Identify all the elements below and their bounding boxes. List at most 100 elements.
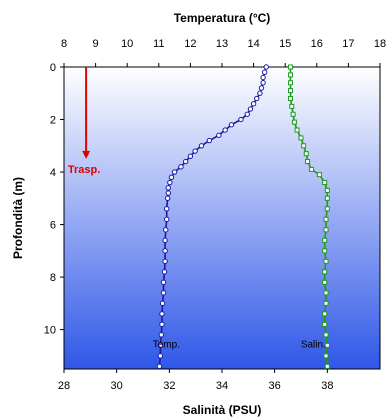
top-tick-label: 9 xyxy=(93,38,99,50)
data-point xyxy=(322,248,328,254)
data-point xyxy=(298,135,304,141)
data-point xyxy=(290,111,296,117)
bottom-tick-label: 36 xyxy=(269,380,281,392)
data-point xyxy=(324,195,330,201)
bottom-tick-label: 38 xyxy=(321,380,333,392)
y-tick-label: 4 xyxy=(50,167,56,179)
tick-layer: 8 9 10 11 12 13 14 15 16 17 18 28 30 32 34 36 38 0 2 4 6 8 10 xyxy=(44,38,386,392)
top-tick-label: 13 xyxy=(216,38,228,50)
y-tick-label: 10 xyxy=(44,325,56,337)
y-tick-label: 0 xyxy=(50,62,56,74)
data-point xyxy=(216,132,222,138)
data-point xyxy=(258,85,265,91)
data-point xyxy=(324,342,330,348)
data-point xyxy=(238,116,244,123)
data-point xyxy=(222,127,228,133)
top-tick-label: 12 xyxy=(184,38,196,50)
data-point xyxy=(167,179,173,186)
data-point xyxy=(287,88,293,94)
bottom-tick-label: 28 xyxy=(58,380,70,392)
y-tick-label: 2 xyxy=(50,115,56,127)
plot-area xyxy=(64,67,380,369)
data-point xyxy=(322,279,328,285)
arrow-head xyxy=(82,150,91,159)
y-axis-title: Profondità (m) xyxy=(11,177,25,259)
data-point xyxy=(322,180,328,186)
data-point xyxy=(182,158,189,165)
data-point xyxy=(289,103,295,109)
data-point xyxy=(247,106,254,112)
data-point xyxy=(324,206,330,212)
bottom-tick-label: 30 xyxy=(111,380,123,392)
data-point xyxy=(322,311,328,317)
series-annotation: Salin. xyxy=(301,339,326,350)
top-tick-label: 16 xyxy=(311,38,323,50)
data-point xyxy=(291,119,297,125)
data-point xyxy=(305,159,311,165)
bottom-axis-title: Salinità (PSU) xyxy=(183,403,262,417)
data-point xyxy=(159,311,165,317)
data-point xyxy=(303,151,309,157)
series-annotation: Temp. xyxy=(153,339,180,350)
series-layer xyxy=(156,64,330,370)
y-tick-label: 8 xyxy=(50,272,56,284)
bottom-tick-label: 34 xyxy=(216,380,228,392)
data-point xyxy=(322,269,328,275)
data-point xyxy=(323,290,329,296)
data-point xyxy=(250,101,257,107)
data-point xyxy=(171,169,178,175)
data-point xyxy=(287,72,293,78)
data-point xyxy=(323,332,329,338)
data-point xyxy=(157,353,164,359)
series-line xyxy=(289,67,329,367)
bottom-tick-label: 32 xyxy=(163,380,175,392)
data-point xyxy=(323,353,329,359)
data-point xyxy=(160,279,167,286)
data-point xyxy=(260,80,266,86)
data-point xyxy=(178,164,184,170)
data-point xyxy=(157,342,164,349)
top-tick-label: 14 xyxy=(247,38,259,50)
data-point xyxy=(198,143,205,149)
data-point xyxy=(162,237,168,244)
top-axis-title: Temperatura (°C) xyxy=(174,11,271,25)
data-point xyxy=(287,96,293,102)
data-point xyxy=(261,69,268,75)
top-tick-label: 15 xyxy=(279,38,291,50)
data-point xyxy=(159,321,165,328)
data-point xyxy=(162,258,168,265)
data-point xyxy=(206,137,213,144)
data-point xyxy=(323,216,329,222)
data-point xyxy=(164,216,170,223)
data-point xyxy=(322,321,328,327)
data-point xyxy=(323,300,329,306)
data-point xyxy=(158,332,165,338)
data-point xyxy=(164,206,170,212)
y-tick-label: 6 xyxy=(50,220,56,232)
data-point xyxy=(228,122,235,128)
data-point xyxy=(164,195,171,202)
data-point xyxy=(324,363,330,369)
data-point xyxy=(294,127,300,133)
series-temp xyxy=(156,64,269,370)
top-tick-label: 8 xyxy=(61,38,67,50)
data-point xyxy=(263,64,269,70)
arrow-label: Trasp. xyxy=(68,164,100,176)
data-point xyxy=(165,190,171,196)
data-point xyxy=(322,237,328,243)
data-point xyxy=(156,363,163,370)
data-point xyxy=(165,185,171,191)
series-salin xyxy=(287,64,330,369)
data-point xyxy=(287,80,293,86)
top-tick-label: 10 xyxy=(121,38,133,50)
data-point xyxy=(301,143,307,149)
annotation-layer: Temp. Salin. Trasp. xyxy=(68,67,326,350)
data-point xyxy=(309,166,315,172)
top-tick-label: 11 xyxy=(153,38,164,50)
data-point xyxy=(260,74,266,81)
data-point xyxy=(316,172,322,178)
data-point xyxy=(287,64,293,70)
top-tick-label: 17 xyxy=(342,38,354,50)
data-point xyxy=(324,187,330,193)
